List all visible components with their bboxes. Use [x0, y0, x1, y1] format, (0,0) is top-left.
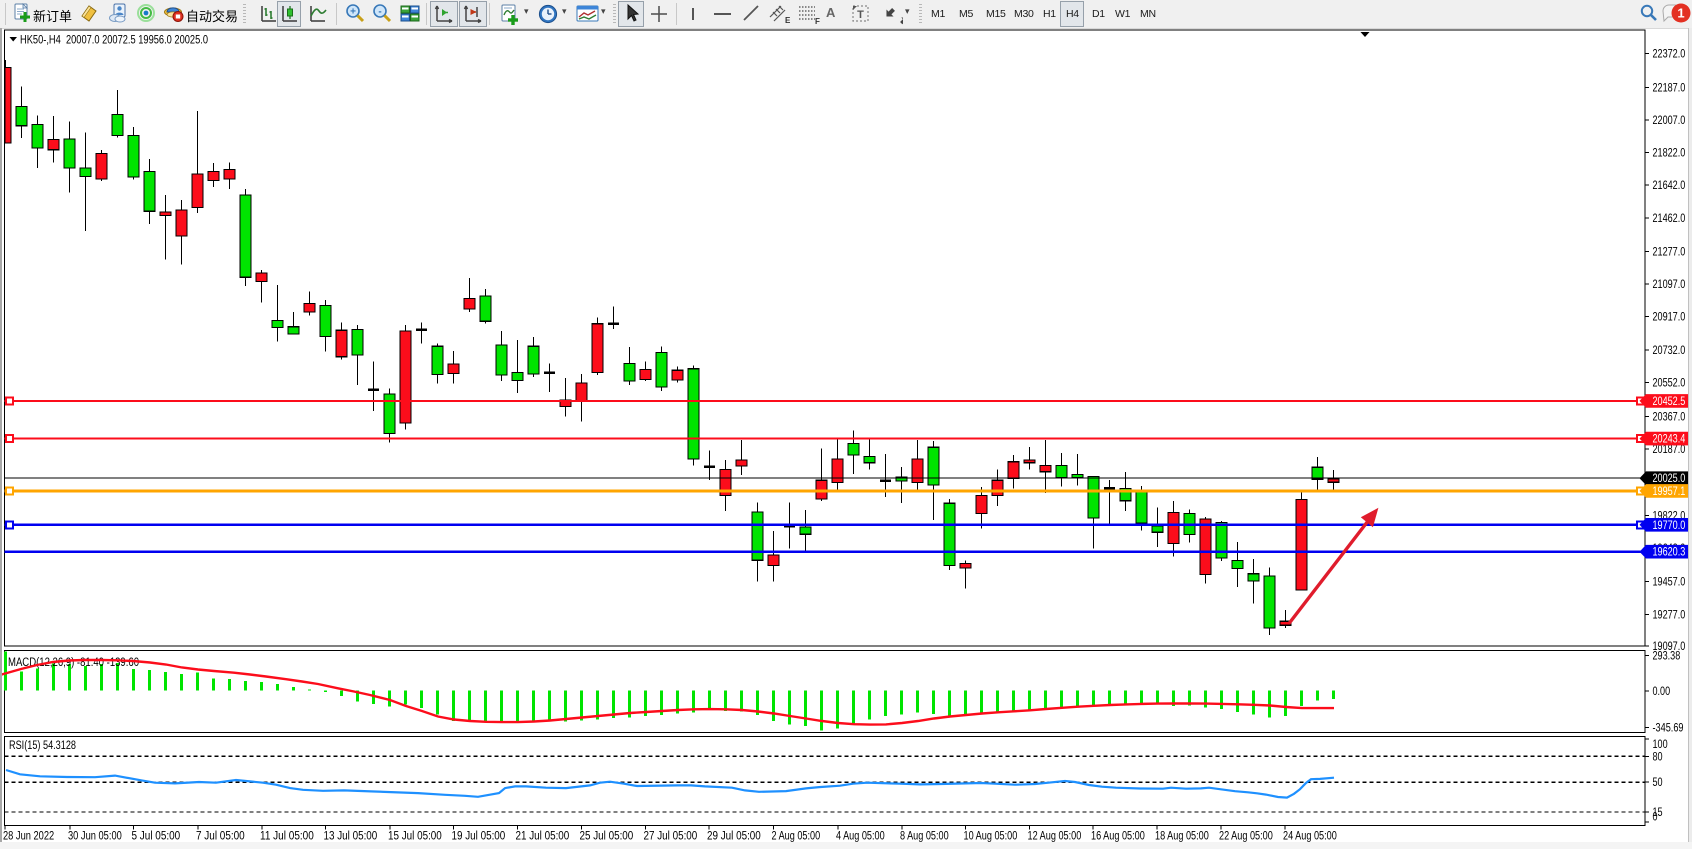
svg-text:21462.0: 21462.0	[1653, 213, 1686, 225]
svg-text:8 Aug 05:00: 8 Aug 05:00	[900, 830, 949, 842]
svg-text:0: 0	[1653, 812, 1658, 824]
svg-text:20732.0: 20732.0	[1653, 345, 1686, 357]
svg-text:20243.4: 20243.4	[1653, 434, 1686, 446]
svg-text:20367.0: 20367.0	[1653, 412, 1686, 424]
svg-text:29 Jul 05:00: 29 Jul 05:00	[707, 830, 761, 842]
svg-text:18 Aug 05:00: 18 Aug 05:00	[1155, 830, 1209, 842]
svg-text:-: -	[378, 7, 381, 18]
svg-text:E: E	[785, 16, 791, 25]
svg-text:T: T	[857, 9, 864, 21]
svg-text:19620.3: 19620.3	[1653, 547, 1686, 559]
svg-text:22007.0: 22007.0	[1653, 115, 1686, 127]
svg-text:5 Jul 05:00: 5 Jul 05:00	[132, 830, 181, 842]
svg-text:0.00: 0.00	[1653, 686, 1671, 698]
svg-text:20552.0: 20552.0	[1653, 378, 1686, 390]
svg-text:21277.0: 21277.0	[1653, 247, 1686, 259]
svg-text:7 Jul 05:00: 7 Jul 05:00	[196, 830, 245, 842]
svg-text:+: +	[350, 7, 356, 18]
svg-text:20025.0: 20025.0	[1653, 473, 1686, 485]
svg-text:-345.69: -345.69	[1653, 723, 1684, 735]
svg-text:21642.0: 21642.0	[1653, 180, 1686, 192]
svg-text:21097.0: 21097.0	[1653, 279, 1686, 291]
svg-text:RSI(15) 54.3128: RSI(15) 54.3128	[9, 740, 76, 752]
svg-text:19 Jul 05:00: 19 Jul 05:00	[452, 830, 506, 842]
svg-text:25 Jul 05:00: 25 Jul 05:00	[580, 830, 634, 842]
svg-text:20917.0: 20917.0	[1653, 312, 1686, 324]
svg-text:15 Jul 05:00: 15 Jul 05:00	[388, 830, 442, 842]
svg-text:27 Jul 05:00: 27 Jul 05:00	[644, 830, 698, 842]
svg-text:24 Aug 05:00: 24 Aug 05:00	[1283, 830, 1337, 842]
svg-text:20452.5: 20452.5	[1653, 396, 1686, 408]
svg-text:19457.0: 19457.0	[1653, 576, 1686, 588]
svg-text:19277.0: 19277.0	[1653, 609, 1686, 621]
svg-text:HK50-,H4 20007.0 20072.5 1995: HK50-,H4 20007.0 20072.5 19956.0 20025.0	[20, 33, 208, 47]
svg-text:20187.0: 20187.0	[1653, 444, 1686, 456]
svg-text:80: 80	[1653, 751, 1663, 763]
svg-text:22 Aug 05:00: 22 Aug 05:00	[1219, 830, 1273, 842]
svg-text:19770.0: 19770.0	[1653, 520, 1686, 532]
svg-text:19957.1: 19957.1	[1653, 486, 1686, 498]
svg-text:4 Aug 05:00: 4 Aug 05:00	[836, 830, 885, 842]
svg-text:50: 50	[1653, 777, 1663, 789]
svg-text:11 Jul 05:00: 11 Jul 05:00	[260, 830, 314, 842]
svg-text:293.38: 293.38	[1653, 650, 1681, 662]
svg-text:100: 100	[1653, 739, 1668, 751]
svg-text:F: F	[815, 17, 820, 25]
svg-text:19097.0: 19097.0	[1653, 641, 1686, 653]
svg-text:16 Aug 05:00: 16 Aug 05:00	[1091, 830, 1145, 842]
svg-text:13 Jul 05:00: 13 Jul 05:00	[324, 830, 378, 842]
svg-text:12 Aug 05:00: 12 Aug 05:00	[1028, 830, 1082, 842]
svg-text:28 Jun 2022: 28 Jun 2022	[3, 830, 54, 842]
svg-text:2 Aug 05:00: 2 Aug 05:00	[772, 830, 821, 842]
svg-text:1: 1	[1677, 6, 1684, 21]
svg-text:21 Jul 05:00: 21 Jul 05:00	[516, 830, 570, 842]
svg-text:21822.0: 21822.0	[1653, 148, 1686, 160]
svg-text:15: 15	[1653, 807, 1663, 819]
svg-text:10 Aug 05:00: 10 Aug 05:00	[964, 830, 1018, 842]
svg-text:22187.0: 22187.0	[1653, 83, 1686, 95]
svg-text:22372.0: 22372.0	[1653, 49, 1686, 61]
svg-text:30 Jun 05:00: 30 Jun 05:00	[68, 830, 122, 842]
